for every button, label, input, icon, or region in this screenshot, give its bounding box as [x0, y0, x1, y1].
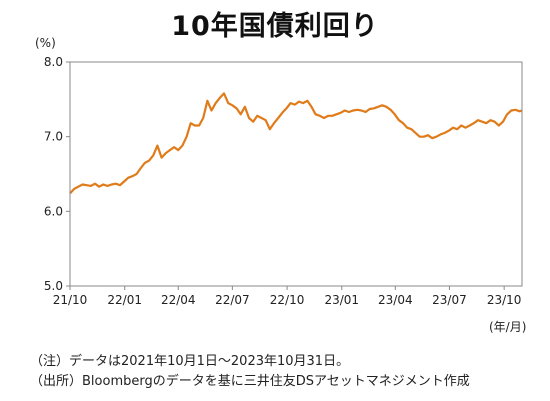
line-chart: 5.0 6.0 7.0 8.0 21/10 22/01 22/04 22/07 22/10 23…	[44, 55, 523, 307]
x-axis: 21/10 22/01 22/04 22/07 22/10 23/01 23/04 23/07…	[53, 286, 522, 307]
y-tick-label: 7.0	[44, 130, 63, 144]
x-tick-label: 22/07	[215, 293, 250, 307]
footnote-source: （出所）Bloombergのデータを基に三井住友DSアセットマネジメント作成	[30, 374, 470, 389]
y-tick-label: 6.0	[44, 204, 63, 218]
x-tick-label: 22/01	[107, 293, 142, 307]
y-axis: 5.0 6.0 7.0 8.0	[44, 55, 70, 293]
series-layer	[69, 92, 523, 195]
x-tick-label: 23/04	[378, 293, 413, 307]
y-axis-unit-label: (%)	[35, 36, 56, 50]
chart-title: 10年国債利回り	[171, 11, 379, 42]
x-tick-label: 23/07	[432, 293, 467, 307]
plot-frame	[69, 61, 523, 287]
x-tick-label: 22/04	[161, 293, 196, 307]
x-axis-unit-label: (年/月)	[489, 320, 527, 334]
x-tick-label: 21/10	[53, 293, 88, 307]
yield-series-line	[69, 92, 523, 195]
y-tick-label: 8.0	[44, 55, 63, 69]
footnote-period: （注）データは2021年10月1日～2023年10月31日。	[30, 354, 350, 369]
x-tick-label: 22/10	[270, 293, 305, 307]
y-tick-label: 5.0	[44, 279, 63, 293]
x-tick-label: 23/01	[324, 293, 359, 307]
x-tick-label: 23/10	[487, 293, 522, 307]
